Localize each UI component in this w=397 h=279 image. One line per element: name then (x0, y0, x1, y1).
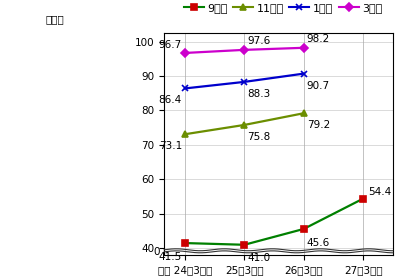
Text: （％）: （％） (45, 14, 64, 24)
Text: 79.2: 79.2 (307, 120, 330, 130)
Text: 0: 0 (154, 247, 160, 257)
Text: 41.0: 41.0 (247, 253, 270, 263)
Text: 97.6: 97.6 (247, 37, 271, 46)
Text: 75.8: 75.8 (247, 132, 271, 142)
Text: 45.6: 45.6 (307, 237, 330, 247)
Legend: 9月末, 11月末, 1月末, 3月末: 9月末, 11月末, 1月末, 3月末 (184, 3, 382, 13)
Text: 88.3: 88.3 (247, 89, 271, 99)
Text: 98.2: 98.2 (307, 34, 330, 44)
Text: 96.7: 96.7 (159, 40, 182, 49)
Text: 73.1: 73.1 (159, 141, 182, 151)
Text: 86.4: 86.4 (159, 95, 182, 105)
Text: 90.7: 90.7 (307, 81, 330, 90)
Text: 41.5: 41.5 (159, 252, 182, 262)
Text: 54.4: 54.4 (368, 187, 391, 197)
